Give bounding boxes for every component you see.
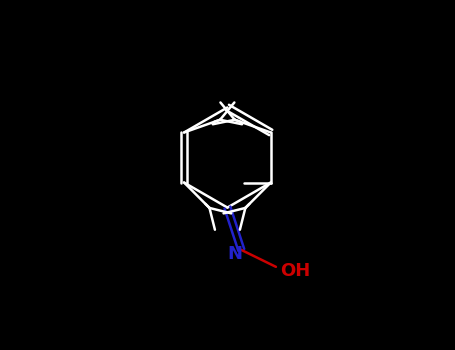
Text: OH: OH: [280, 262, 310, 280]
Text: N: N: [228, 245, 243, 263]
